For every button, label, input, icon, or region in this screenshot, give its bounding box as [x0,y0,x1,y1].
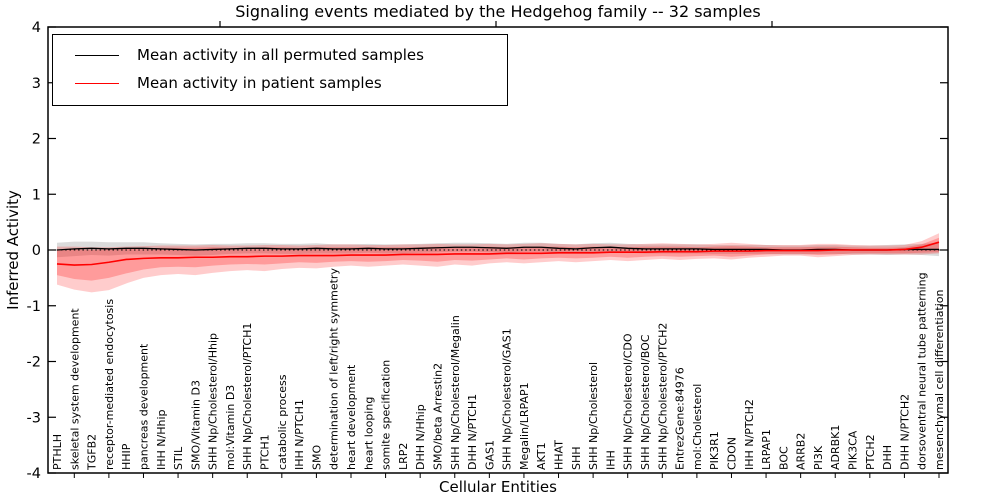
x-tick-label: pancreas development [137,343,150,470]
x-tick-label: DHH N/PTCH1 [466,394,479,470]
x-tick-label: determination of left/right symmetry [328,268,341,470]
x-tick-label: LRPAP1 [760,429,773,470]
x-tick-label: SHH Np/Cholesterol [587,362,600,470]
x-tick-label: mesenchymal cell differentiation [933,289,946,470]
y-tick-label: 1 [32,187,41,203]
y-tick-label: -1 [27,299,41,315]
legend-entry-permuted: Mean activity in all permuted samples [63,41,497,69]
x-tick-label: SHH Np/Cholesterol/Hhip [207,333,220,470]
x-tick-label: dorsoventral neural tube patterning [916,272,929,470]
y-tick-label: 2 [32,132,41,148]
y-tick-label: 4 [32,20,41,36]
x-tick-label: SHH Np/Cholesterol/PTCH2 [656,323,669,470]
x-tick-label: mol:Cholesterol [691,384,704,470]
x-tick-label: somite specification [380,360,393,470]
line-patient-mean [56,241,940,266]
x-tick-label: CDON [725,437,738,470]
x-tick-label: IHH N/PTCH2 [743,399,756,470]
x-tick-label: ARRB2 [795,433,808,470]
y-tick-label: -2 [27,355,41,371]
x-tick-label: DHH N/Hhip [414,404,427,470]
x-tick-label: IHH N/PTCH1 [293,399,306,470]
x-tick-label: TGFB2 [86,434,99,471]
x-tick-label: PIK3CA [847,430,860,470]
x-tick-label: SMO/Vitamin D3 [189,380,202,470]
x-tick-label: HHAT [553,440,566,470]
x-tick-label: HHIP [120,443,133,470]
x-tick-label: Megalin/LRPAP1 [518,382,531,470]
x-tick-label: PTCH2 [864,434,877,470]
band-patient-0 [57,233,939,293]
chart-title: Signaling events mediated by the Hedgeho… [235,2,761,21]
x-tick-label: PIK3R1 [708,431,721,470]
legend-line-permuted-icon [75,54,119,56]
x-tick-label: AKT1 [535,442,548,470]
legend-label-permuted: Mean activity in all permuted samples [137,46,424,64]
legend-label-patient: Mean activity in patient samples [137,74,382,92]
x-tick-label: BOC [777,446,790,470]
x-tick-label: ADRBK1 [829,425,842,470]
x-tick-label: skeletal system development [68,308,81,470]
x-tick-label: PTCH1 [259,434,272,470]
legend-line-patient-icon [75,82,119,84]
x-tick-label: IHH [604,450,617,470]
y-axis-label: Inferred Activity [4,190,22,310]
x-tick-label: DHH N/PTCH2 [898,394,911,470]
x-tick-label: IHH N/Hhip [155,409,168,470]
x-tick-label: SHH Np/Cholesterol/CDO [622,333,635,470]
x-tick-label: EntrezGene:84976 [674,367,687,470]
x-tick-label: SHH Np/Cholesterol/GAS1 [501,328,514,470]
x-tick-label: receptor-mediated endocytosis [103,299,116,470]
x-tick-label: STIL [172,446,185,470]
x-tick-label: GAS1 [483,440,496,470]
x-tick-label: SHH [570,446,583,470]
x-tick-label: heart looping [362,397,375,470]
y-tick-label: -3 [27,410,41,426]
x-tick-label: SHH Np/Cholesterol/PTCH1 [241,323,254,470]
x-axis-label: Cellular Entities [439,478,557,496]
y-tick-label: 3 [32,76,41,92]
x-tick-label: catabolic process [276,374,289,470]
band-permuted-0 [57,241,939,258]
x-tick-label: SMO/beta Arrestin2 [431,363,444,470]
x-tick-label: mol:Vitamin D3 [224,385,237,470]
x-tick-label: PI3K [812,445,825,470]
legend-entry-patient: Mean activity in patient samples [63,69,497,97]
x-tick-label: PTHLH [51,434,64,470]
x-tick-label: LRP2 [397,443,410,470]
x-tick-label: SHH Np/Cholesterol/Megalin [449,315,462,470]
x-tick-label: DHH [881,445,894,470]
x-tick-label: SMO [310,445,323,470]
y-tick-label: 0 [32,243,41,259]
y-tick-label: -4 [27,466,41,482]
x-tick-label: heart development [345,364,358,470]
x-tick-label: SHH Np/Cholesterol/BOC [639,334,652,470]
legend: Mean activity in all permuted samples Me… [52,34,508,106]
